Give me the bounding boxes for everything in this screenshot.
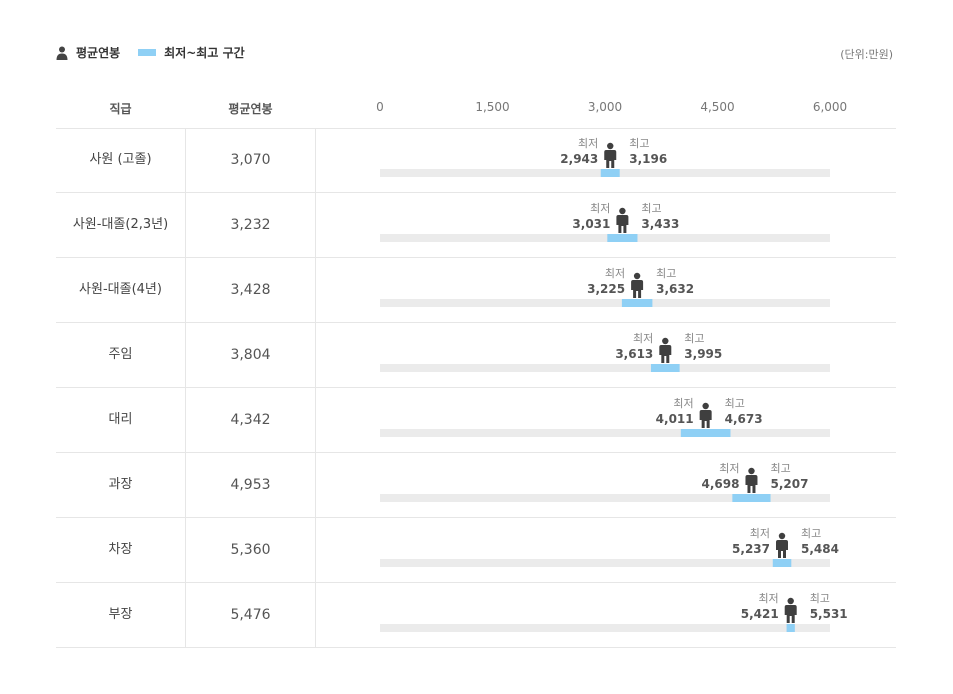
x-tick-label: 4,500: [700, 100, 735, 114]
position-cell: 부장: [56, 583, 186, 647]
max-label: 최고: [629, 137, 649, 150]
person-icon: [699, 402, 712, 428]
table-row: 부장 5,476: [56, 583, 896, 648]
legend-range-label: 최저~최고 구간: [164, 46, 245, 60]
track-bar: [380, 624, 830, 632]
max-value: 3,995: [684, 347, 722, 361]
track-bar: [380, 559, 830, 567]
min-label: 최저: [673, 397, 693, 410]
avg-salary-cell: 3,070: [186, 128, 316, 192]
track-bar: [380, 429, 830, 437]
min-value: 2,943: [560, 152, 598, 166]
position-cell: 사원-대졸(2,3년): [56, 193, 186, 257]
min-label: 최저: [719, 462, 739, 475]
header-avg: 평균연봉: [228, 102, 273, 116]
position-cell: 대리: [56, 388, 186, 452]
max-label: 최고: [656, 267, 676, 280]
max-value: 3,632: [656, 282, 694, 296]
track-bar: [380, 299, 830, 307]
track-bar: [380, 234, 830, 242]
min-label: 최저: [750, 527, 770, 540]
legend: 평균연봉 최저~최고 구간: [56, 44, 245, 61]
min-value: 5,421: [741, 607, 779, 621]
avg-salary-cell: 3,232: [186, 193, 316, 257]
person-icon: [631, 272, 644, 298]
person-icon: [784, 597, 797, 623]
legend-avg-label: 평균연봉: [76, 46, 121, 60]
x-tick-label: 6,000: [812, 100, 848, 114]
header-position: 직급: [109, 102, 132, 116]
table-row: 사원 (고졸) 3,070: [56, 128, 896, 193]
avg-salary-cell: 3,428: [186, 258, 316, 322]
position-cell: 과장: [56, 453, 186, 517]
person-icon: [745, 467, 758, 493]
avg-salary-cell: 4,953: [186, 453, 316, 517]
max-label: 최고: [684, 332, 704, 345]
min-value: 4,011: [656, 412, 694, 426]
range-bar: [786, 624, 795, 632]
table-row: 과장 4,953: [56, 453, 896, 518]
table-row: 사원-대졸(2,3년) 3,232: [56, 193, 896, 258]
table-row: 대리 4,342: [56, 388, 896, 453]
min-label: 최저: [633, 332, 653, 345]
min-label: 최저: [578, 137, 598, 150]
track-bar: [380, 364, 830, 372]
range-bar: [650, 364, 680, 372]
person-icon: [56, 46, 68, 60]
max-value: 3,433: [641, 217, 679, 231]
position-cell: 사원-대졸(4년): [56, 258, 186, 322]
max-value: 5,484: [801, 542, 839, 556]
max-label: 최고: [801, 527, 821, 540]
max-label: 최고: [770, 462, 790, 475]
min-label: 최저: [590, 202, 610, 215]
range-bar: [680, 429, 731, 437]
person-icon: [776, 532, 788, 558]
table-header: 직급 평균연봉 0 1,500 3,000 4,500 6,000: [56, 96, 896, 129]
avg-salary-cell: 3,804: [186, 323, 316, 387]
table-row: 사원-대졸(4년) 3,428: [56, 258, 896, 323]
range-bar: [600, 169, 620, 177]
range-swatch: [138, 49, 157, 56]
min-value: 5,237: [732, 542, 770, 556]
range-bar: [621, 299, 653, 307]
min-value: 4,698: [702, 477, 740, 491]
unit-label: (단위:만원): [840, 48, 893, 61]
min-value: 3,613: [615, 347, 653, 361]
min-value: 3,031: [572, 217, 610, 231]
position-cell: 차장: [56, 518, 186, 582]
min-label: 최저: [758, 592, 778, 605]
min-label: 최저: [605, 267, 625, 280]
avg-salary-cell: 5,476: [186, 583, 316, 647]
track-bar: [380, 494, 830, 502]
x-tick-label: 1,500: [475, 100, 510, 114]
range-bar: [772, 559, 792, 567]
person-icon: [604, 142, 617, 168]
position-cell: 사원 (고졸): [56, 128, 186, 192]
range-bar: [732, 494, 771, 502]
max-label: 최고: [725, 397, 745, 410]
position-cell: 주임: [56, 323, 186, 387]
x-tick-label: 3,000: [587, 100, 623, 114]
max-value: 4,673: [725, 412, 763, 426]
person-icon: [659, 337, 672, 363]
max-label: 최고: [641, 202, 661, 215]
max-label: 최고: [810, 592, 830, 605]
max-value: 5,207: [770, 477, 808, 491]
avg-salary-cell: 4,342: [186, 388, 316, 452]
min-value: 3,225: [587, 282, 625, 296]
table-row: 차장 5,360: [56, 518, 896, 583]
max-value: 5,531: [810, 607, 848, 621]
table-row: 주임 3,804: [56, 323, 896, 388]
person-icon: [616, 207, 629, 233]
range-bar: [607, 234, 638, 242]
x-tick-label: 0: [376, 100, 384, 114]
avg-salary-cell: 5,360: [186, 518, 316, 582]
max-value: 3,196: [629, 152, 667, 166]
